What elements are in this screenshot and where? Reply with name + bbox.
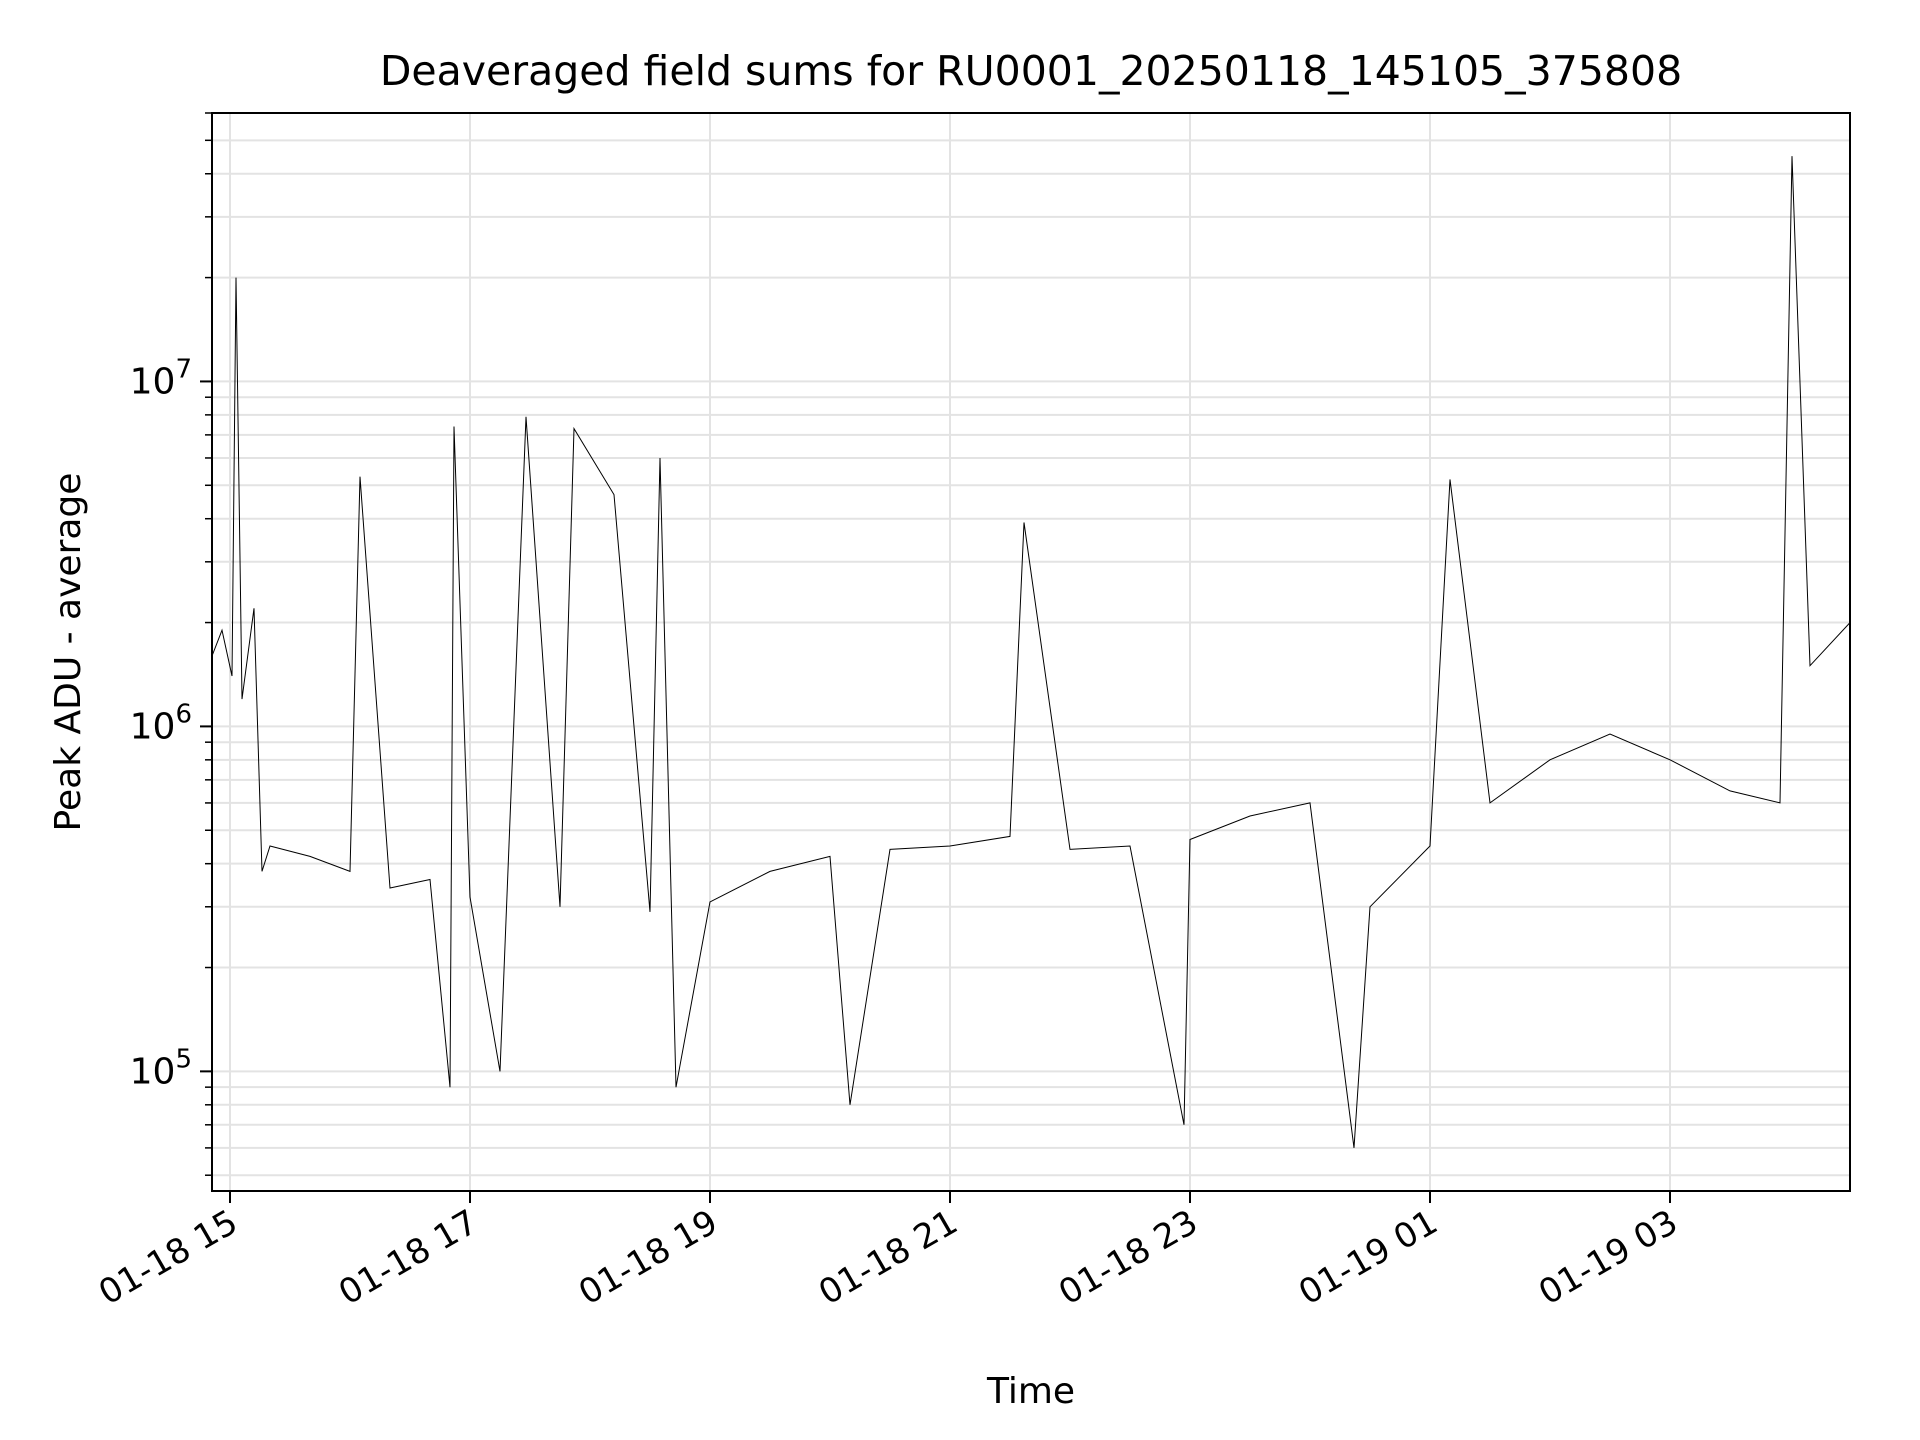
plot-frame bbox=[211, 112, 1851, 1192]
plot-area bbox=[212, 156, 1850, 1148]
y-tick-label: 107 bbox=[130, 354, 192, 402]
chart-title: Deaveraged field sums for RU0001_2025011… bbox=[380, 47, 1682, 95]
y-tick-label: 105 bbox=[130, 1044, 192, 1092]
y-tick-label: 106 bbox=[130, 699, 192, 747]
series-line bbox=[212, 156, 1850, 1148]
y-axis-label: Peak ADU - average bbox=[48, 473, 89, 832]
x-axis-label: Time bbox=[986, 1371, 1075, 1412]
y-axis: 105 106 107 bbox=[130, 112, 212, 1176]
